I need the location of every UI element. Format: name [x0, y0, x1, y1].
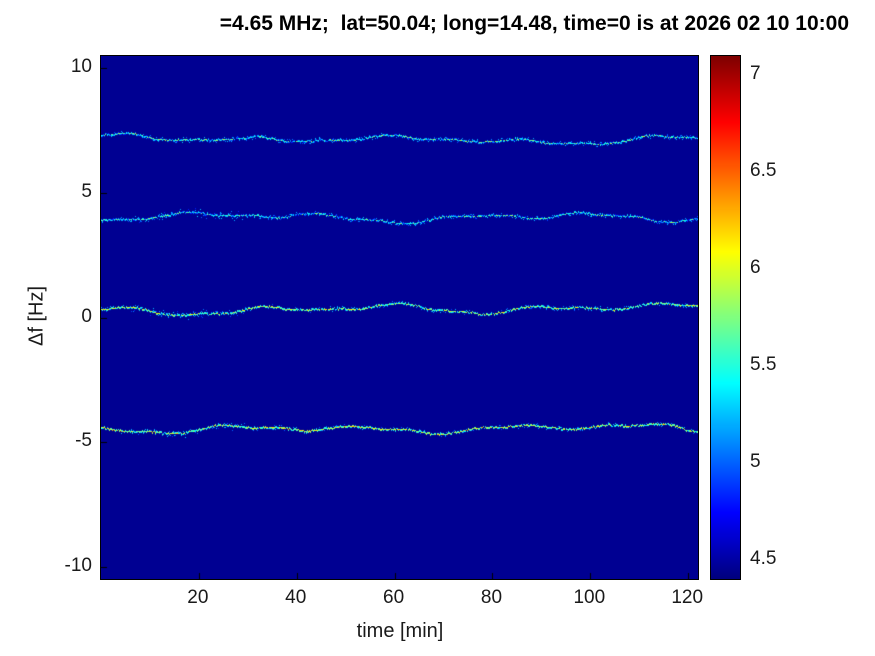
colorbar-canvas	[710, 55, 741, 580]
y-tick-label: 10	[70, 56, 92, 78]
x-tick-label: 120	[671, 587, 704, 608]
x-axis-label: time [min]	[356, 620, 444, 642]
y-tick-label: -5	[75, 430, 92, 452]
colorbar-tick-label: 5	[750, 450, 761, 472]
y-tick-label: 5	[81, 180, 92, 202]
colorbar-tick-label: 7	[750, 63, 761, 85]
x-tick-label: 80	[480, 587, 503, 608]
x-tick-label: 100	[573, 587, 606, 608]
colorbar-tick-label: 4.5	[750, 547, 777, 569]
x-tick-label: 40	[285, 587, 307, 608]
x-tick-label: 60	[383, 587, 405, 608]
chart-title: =4.65 MHz; lat=50.04; long=14.48, time=0…	[219, 12, 849, 35]
colorbar-tick-label: 5.5	[750, 353, 777, 375]
y-tick-label: -10	[64, 554, 92, 576]
x-tick-label: 20	[187, 587, 209, 608]
colorbar-tick-label: 6	[750, 257, 761, 279]
colorbar-tick-label: 6.5	[750, 160, 777, 182]
heatmap-canvas	[100, 55, 699, 580]
y-tick-label: 0	[81, 305, 92, 327]
